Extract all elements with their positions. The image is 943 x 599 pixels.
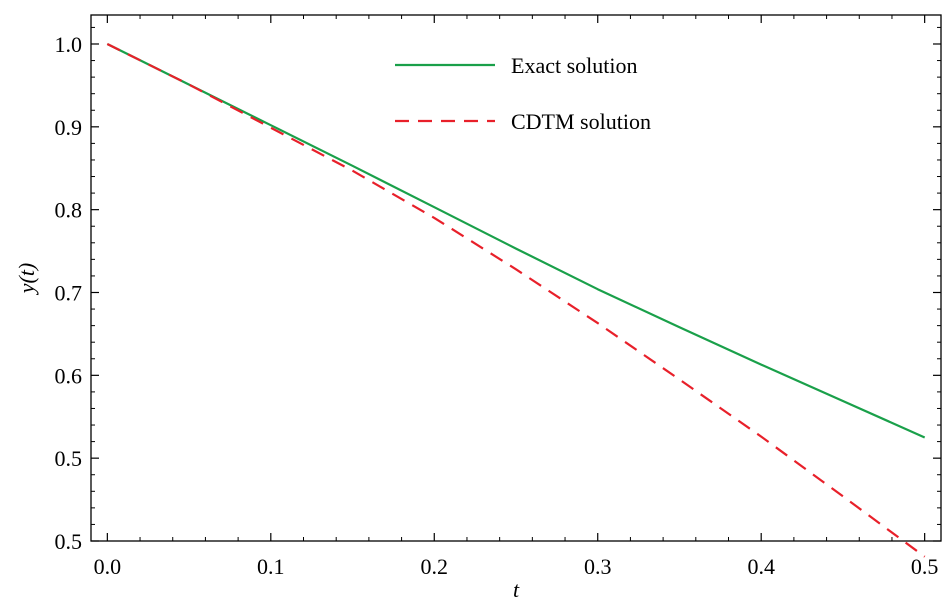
y-tick-label: 1.0 bbox=[55, 32, 83, 57]
y-tick-label: 0.9 bbox=[55, 115, 83, 140]
legend-label-exact: Exact solution bbox=[511, 53, 637, 78]
x-tick-label: 0.4 bbox=[747, 554, 775, 579]
x-tick-label: 0.3 bbox=[584, 554, 612, 579]
y-tick-label: 0.5 bbox=[55, 446, 83, 471]
y-tick-label: 0.8 bbox=[55, 198, 83, 223]
plot-frame bbox=[90, 14, 942, 542]
x-axis-title: t bbox=[513, 577, 520, 599]
series-line-cdtm bbox=[106, 43, 926, 558]
x-tick-label: 0.0 bbox=[94, 554, 122, 579]
x-tick-label: 0.2 bbox=[421, 554, 449, 579]
ticks bbox=[91, 15, 941, 542]
y-tick-label: 0.6 bbox=[55, 363, 83, 388]
x-tick-label: 0.1 bbox=[257, 554, 285, 579]
y-tick-label: 0.7 bbox=[55, 280, 83, 305]
legend: Exact solution CDTM solution bbox=[395, 53, 651, 134]
series-line-exact bbox=[106, 43, 926, 439]
y-tick-label: 0.5 bbox=[55, 529, 83, 554]
series-lines bbox=[106, 43, 926, 558]
tick-labels: 0.0 0.1 0.2 0.3 0.4 0.5 0.5 0.5 0.6 0.7 0.8 0.9 1.0 bbox=[55, 32, 939, 579]
x-tick-label: 0.5 bbox=[911, 554, 939, 579]
legend-label-cdtm: CDTM solution bbox=[511, 109, 651, 134]
y-axis-title: y(t) bbox=[14, 263, 39, 296]
